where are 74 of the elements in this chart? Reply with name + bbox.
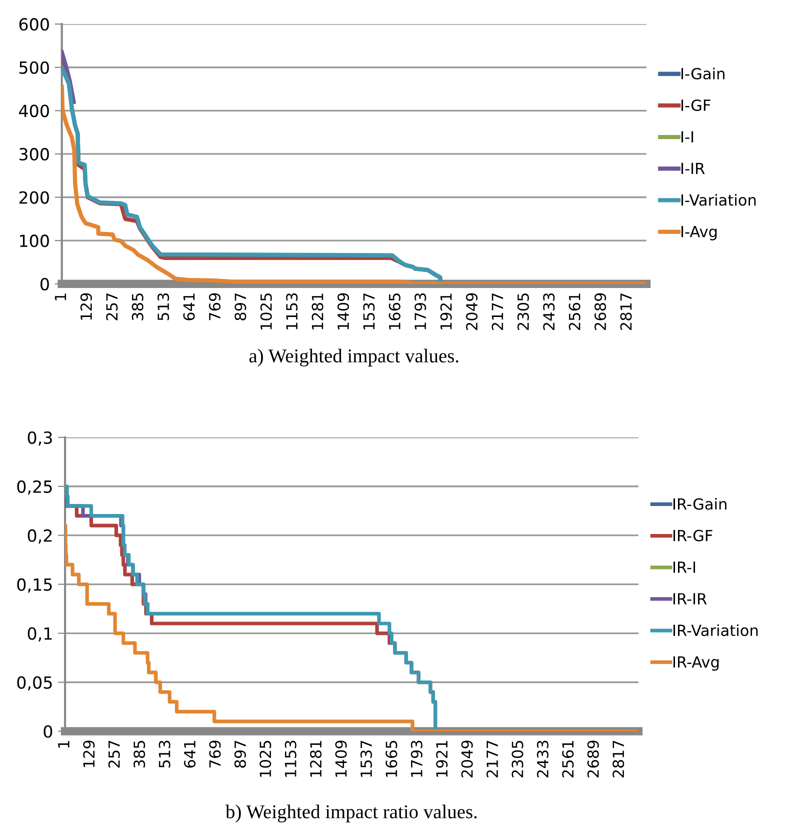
x-tick-label: 1 (58, 740, 70, 748)
legend-label: I-Variation (682, 194, 756, 206)
text: b) Weighted impact ratio values. (226, 804, 477, 822)
y-tick-label: 600 (19, 18, 49, 31)
y-tick-label: 500 (20, 61, 49, 74)
x-tick-label: 2689 (587, 740, 599, 778)
x-tick-label: 257 (108, 740, 120, 768)
x-tick-label: 1025 (260, 740, 272, 777)
x-tick-label: 513 (158, 293, 170, 320)
legend-label: IR-Gain (673, 498, 726, 510)
x-tick-label: 1281 (312, 294, 324, 330)
x-tick-label: 2177 (486, 740, 498, 778)
text: a) Weighted impact values. (249, 348, 458, 366)
x-tick-label: 1793 (414, 293, 426, 330)
x-tick-label: 769 (208, 293, 220, 320)
x-tick-label: 1281 (310, 740, 322, 777)
y-tick-label: 0,15 (17, 578, 52, 593)
legend-label: IR-Variation (673, 624, 758, 636)
x-tick-label: 1409 (337, 293, 350, 330)
legend-label: I-IR (682, 162, 705, 174)
x-tick-label: 897 (234, 294, 246, 320)
x-tick-label: 1409 (335, 740, 347, 777)
y-tick-label: 400 (19, 104, 49, 118)
x-tick-label: 129 (80, 293, 92, 320)
x-tick-label: 1025 (260, 294, 272, 330)
x-tick-label: 1537 (363, 294, 375, 330)
x-tick-label: 897 (234, 740, 246, 768)
x-tick-label: 1665 (388, 294, 400, 330)
y-tick-label: 0,05 (17, 676, 52, 691)
y-tick-label: 0,2 (28, 529, 52, 544)
x-tick-label: 2817 (620, 294, 632, 330)
x-tick-label: 2561 (568, 294, 580, 330)
x-tick-label: 1793 (410, 740, 422, 777)
legend-label: IR-Avg (673, 656, 719, 671)
x-tick-label: 2689 (594, 293, 606, 330)
legend-label: IR-GF (673, 530, 712, 542)
x-tick-label: 641 (183, 294, 195, 320)
y-tick-label: 0,1 (28, 627, 52, 642)
y-tick-label: 200 (19, 191, 49, 204)
x-tick-label: 2049 (466, 293, 478, 330)
y-tick-label: 0 (40, 278, 49, 290)
x-tick-label: 2561 (562, 740, 574, 778)
x-tick-label: 1537 (360, 740, 372, 777)
x-tick-label: 385 (132, 294, 144, 320)
x-tick-label: 2177 (492, 294, 504, 330)
y-tick-label: 300 (19, 148, 49, 161)
y-tick-label: 100 (20, 234, 49, 248)
x-tick-label: 1153 (284, 740, 296, 777)
x-tick-label: 1921 (436, 740, 448, 777)
legend-label: I-GF (682, 99, 710, 112)
x-tick-label: 385 (134, 740, 146, 768)
legend-label: I-Avg (682, 226, 717, 240)
x-tick-label: 513 (158, 740, 170, 768)
x-tick-label: 1921 (440, 294, 452, 330)
y-tick-label: 0,3 (28, 431, 52, 446)
y-tick-label: 0 (44, 725, 52, 738)
x-tick-label: 2433 (536, 740, 548, 778)
x-tick-label: 257 (106, 294, 118, 320)
legend-label: I-I (682, 131, 694, 142)
x-tick-label: 2305 (517, 294, 529, 330)
x-tick-label: 1153 (286, 293, 298, 330)
x-tick-label: 1 (54, 294, 66, 300)
x-tick-label: 2817 (612, 740, 624, 778)
x-tick-label: 2433 (543, 293, 555, 330)
y-tick-label: 0,25 (17, 480, 52, 495)
x-tick-label: 2049 (461, 740, 473, 778)
legend-label: IR-I (673, 562, 696, 573)
x-tick-label: 2305 (512, 740, 524, 778)
x-tick-label: 1665 (386, 740, 398, 777)
legend-label: IR-IR (673, 593, 707, 604)
x-tick-label: 641 (184, 740, 196, 768)
legend-label: I-Gain (682, 68, 724, 80)
x-tick-label: 129 (83, 740, 95, 768)
x-tick-label: 769 (209, 740, 221, 768)
